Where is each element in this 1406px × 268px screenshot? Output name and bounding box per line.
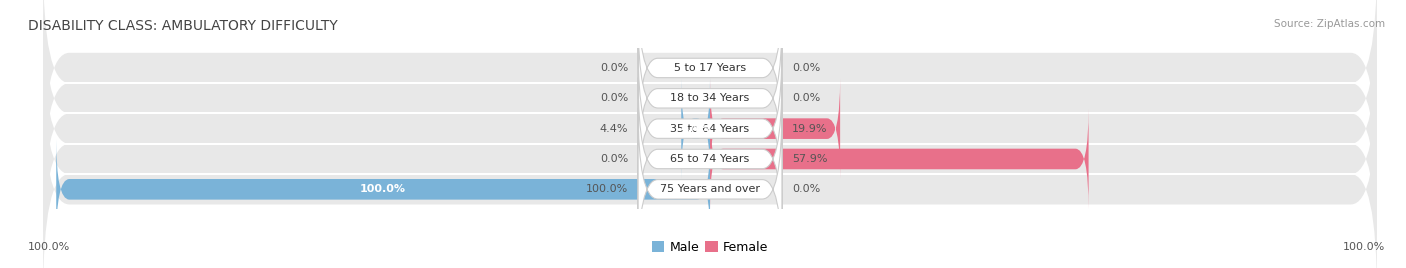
Text: DISABILITY CLASS: AMBULATORY DIFFICULTY: DISABILITY CLASS: AMBULATORY DIFFICULTY (28, 19, 337, 33)
FancyBboxPatch shape (638, 17, 782, 180)
Text: 100.0%: 100.0% (1343, 242, 1385, 252)
FancyBboxPatch shape (710, 78, 841, 179)
Text: 100.0%: 100.0% (586, 184, 628, 194)
Text: 100.0%: 100.0% (28, 242, 70, 252)
FancyBboxPatch shape (44, 53, 1376, 265)
Text: 18 to 34 Years: 18 to 34 Years (671, 93, 749, 103)
Text: 0.0%: 0.0% (792, 93, 820, 103)
FancyBboxPatch shape (56, 139, 710, 240)
FancyBboxPatch shape (710, 109, 1088, 209)
FancyBboxPatch shape (638, 108, 782, 268)
Text: 35 to 64 Years: 35 to 64 Years (671, 124, 749, 134)
Text: 19.9%: 19.9% (792, 124, 827, 134)
FancyBboxPatch shape (44, 23, 1376, 235)
FancyBboxPatch shape (638, 47, 782, 210)
Text: 65 to 74 Years: 65 to 74 Years (671, 154, 749, 164)
FancyBboxPatch shape (638, 0, 782, 149)
Text: 0.0%: 0.0% (792, 63, 820, 73)
Text: 57.9%: 57.9% (792, 154, 827, 164)
FancyBboxPatch shape (44, 0, 1376, 204)
Legend: Male, Female: Male, Female (647, 236, 773, 259)
FancyBboxPatch shape (44, 83, 1376, 268)
Text: 4.4%: 4.4% (600, 124, 628, 134)
Text: 0.0%: 0.0% (600, 63, 628, 73)
FancyBboxPatch shape (682, 78, 710, 179)
Text: 75 Years and over: 75 Years and over (659, 184, 761, 194)
Text: 0.0%: 0.0% (600, 93, 628, 103)
Text: 0.0%: 0.0% (792, 184, 820, 194)
Text: 100.0%: 100.0% (360, 184, 406, 194)
FancyBboxPatch shape (44, 0, 1376, 174)
Text: 5 to 17 Years: 5 to 17 Years (673, 63, 747, 73)
Text: 0.0%: 0.0% (600, 154, 628, 164)
Text: Source: ZipAtlas.com: Source: ZipAtlas.com (1274, 19, 1385, 29)
FancyBboxPatch shape (638, 78, 782, 240)
Text: 4.4%: 4.4% (681, 124, 711, 134)
